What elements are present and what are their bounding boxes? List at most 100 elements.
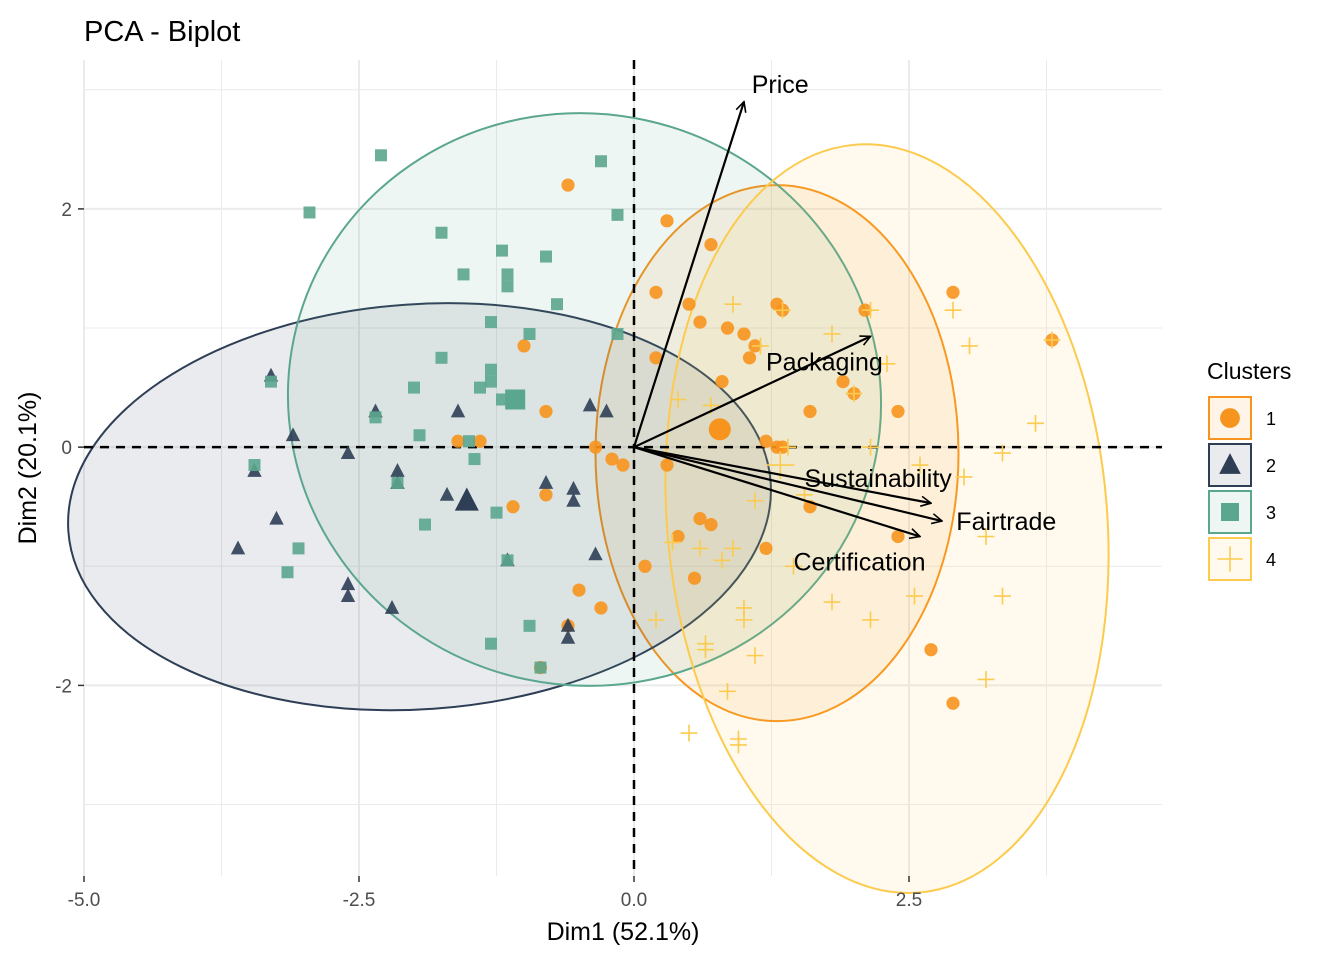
cluster-3-point xyxy=(435,351,448,364)
cluster-2-point xyxy=(566,480,581,495)
cluster-3-point xyxy=(523,327,536,340)
cluster-2-point xyxy=(390,463,405,477)
cluster-4-point xyxy=(977,528,995,545)
cluster-3-point xyxy=(501,280,514,293)
variable-label-price: Price xyxy=(752,71,809,99)
cluster-4-point xyxy=(823,593,841,611)
cluster-4-point xyxy=(862,438,879,456)
cluster-4-point xyxy=(906,587,923,605)
cluster-2-point xyxy=(340,576,356,591)
cluster-4-point xyxy=(845,385,863,402)
cluster-2-point xyxy=(285,427,301,442)
cluster-4-point xyxy=(944,301,962,319)
x-axis-title: Dim1 (52.1%) xyxy=(547,918,700,946)
cluster-4-point xyxy=(911,456,929,474)
cluster-4-point xyxy=(735,611,753,629)
cluster-4-point xyxy=(994,444,1011,462)
cluster-3-point xyxy=(496,393,508,406)
cluster-4-point xyxy=(994,587,1011,605)
cluster-1-point xyxy=(517,339,531,353)
cluster-1-point xyxy=(649,351,663,365)
cluster-3-point xyxy=(474,381,486,394)
cluster-4-point xyxy=(730,736,747,754)
cluster-2-point xyxy=(439,486,455,501)
variable-arrow-price xyxy=(632,102,744,448)
cluster-3-point xyxy=(281,566,294,579)
cluster-4-point xyxy=(862,301,879,319)
y-tick-label: -2 xyxy=(55,676,72,697)
cluster-4-point xyxy=(1043,331,1061,349)
cluster-2-point xyxy=(538,474,554,489)
cluster-2-point xyxy=(269,510,284,525)
cluster-3-point xyxy=(611,208,624,221)
cluster-1-point xyxy=(759,541,773,556)
cluster-4-point xyxy=(1027,414,1044,432)
variable-arrow-sustainability xyxy=(633,446,931,503)
cluster-4-point xyxy=(724,295,742,313)
y-tick-label: 2 xyxy=(61,200,72,221)
cluster-4-point xyxy=(961,337,978,355)
cluster-1-point xyxy=(759,434,773,448)
cluster-3-point xyxy=(435,226,448,239)
cluster-3-point xyxy=(413,429,426,442)
cluster-4-point xyxy=(779,438,797,456)
cluster-4-point xyxy=(823,325,841,343)
cluster-4-point xyxy=(955,468,973,486)
cluster-1-point xyxy=(561,178,575,192)
cluster-3-point xyxy=(496,244,508,257)
cluster-3-point xyxy=(551,298,563,311)
legend-symbol-4 xyxy=(1217,546,1243,572)
cluster-1-point xyxy=(946,285,960,299)
cluster-3-point xyxy=(490,506,503,519)
cluster-1-point xyxy=(693,315,707,329)
cluster-1-point xyxy=(924,643,938,657)
x-tick-label: -2.5 xyxy=(343,890,376,911)
cluster-3-point xyxy=(501,268,514,281)
cluster-1-point xyxy=(704,517,718,532)
variable-arrow-certification xyxy=(633,446,920,536)
cluster-1-point xyxy=(473,434,487,448)
cluster-1-point xyxy=(539,404,553,419)
legend: Clusters 1 2 3 4 xyxy=(1207,358,1291,581)
cluster-4-point xyxy=(719,682,736,700)
cluster-2-point xyxy=(582,397,598,412)
cluster-3-point xyxy=(369,411,382,424)
cluster-3-point xyxy=(523,619,536,632)
variable-arrow-packaging xyxy=(633,336,871,449)
cluster-3-point xyxy=(485,637,497,650)
cluster-2-point xyxy=(566,492,581,507)
legend-label-1: 1 xyxy=(1266,409,1276,429)
variable-arrows xyxy=(632,102,942,537)
cluster-1-point xyxy=(539,488,553,502)
cluster-4-point xyxy=(746,647,764,665)
cluster-1-point xyxy=(891,529,905,544)
x-tick-label: 2.5 xyxy=(896,890,922,911)
y-axis-title: Dim2 (20.1%) xyxy=(14,392,42,545)
variable-label-certification: Certification xyxy=(794,549,926,577)
cluster-4-point xyxy=(878,355,896,373)
cluster-1-point xyxy=(682,297,696,311)
cluster-1-point xyxy=(588,440,603,454)
cluster-2-point xyxy=(340,588,356,602)
cluster-2-point xyxy=(599,403,614,418)
cluster-1-point xyxy=(693,512,707,526)
cluster-4-ellipse xyxy=(664,143,1110,894)
cluster-1-centroid xyxy=(708,418,731,441)
cluster-2-point xyxy=(340,445,356,460)
cluster-4-point xyxy=(669,391,687,408)
y-tick-label: 0 xyxy=(61,438,72,459)
cluster-1-point xyxy=(803,404,817,419)
cluster-1-point xyxy=(594,601,608,615)
cluster-ellipses xyxy=(67,112,1110,894)
cluster-3-point xyxy=(485,375,497,388)
legend-symbol-1 xyxy=(1220,408,1240,428)
legend-symbol-2 xyxy=(1219,453,1241,474)
cluster-2-point xyxy=(560,629,576,644)
reference-lines xyxy=(84,60,1162,876)
cluster-2-point xyxy=(384,600,400,614)
cluster-3-point xyxy=(468,453,481,466)
legend-label-4: 4 xyxy=(1266,550,1276,570)
cluster-4-point xyxy=(977,671,995,688)
cluster-3-point xyxy=(485,363,497,376)
